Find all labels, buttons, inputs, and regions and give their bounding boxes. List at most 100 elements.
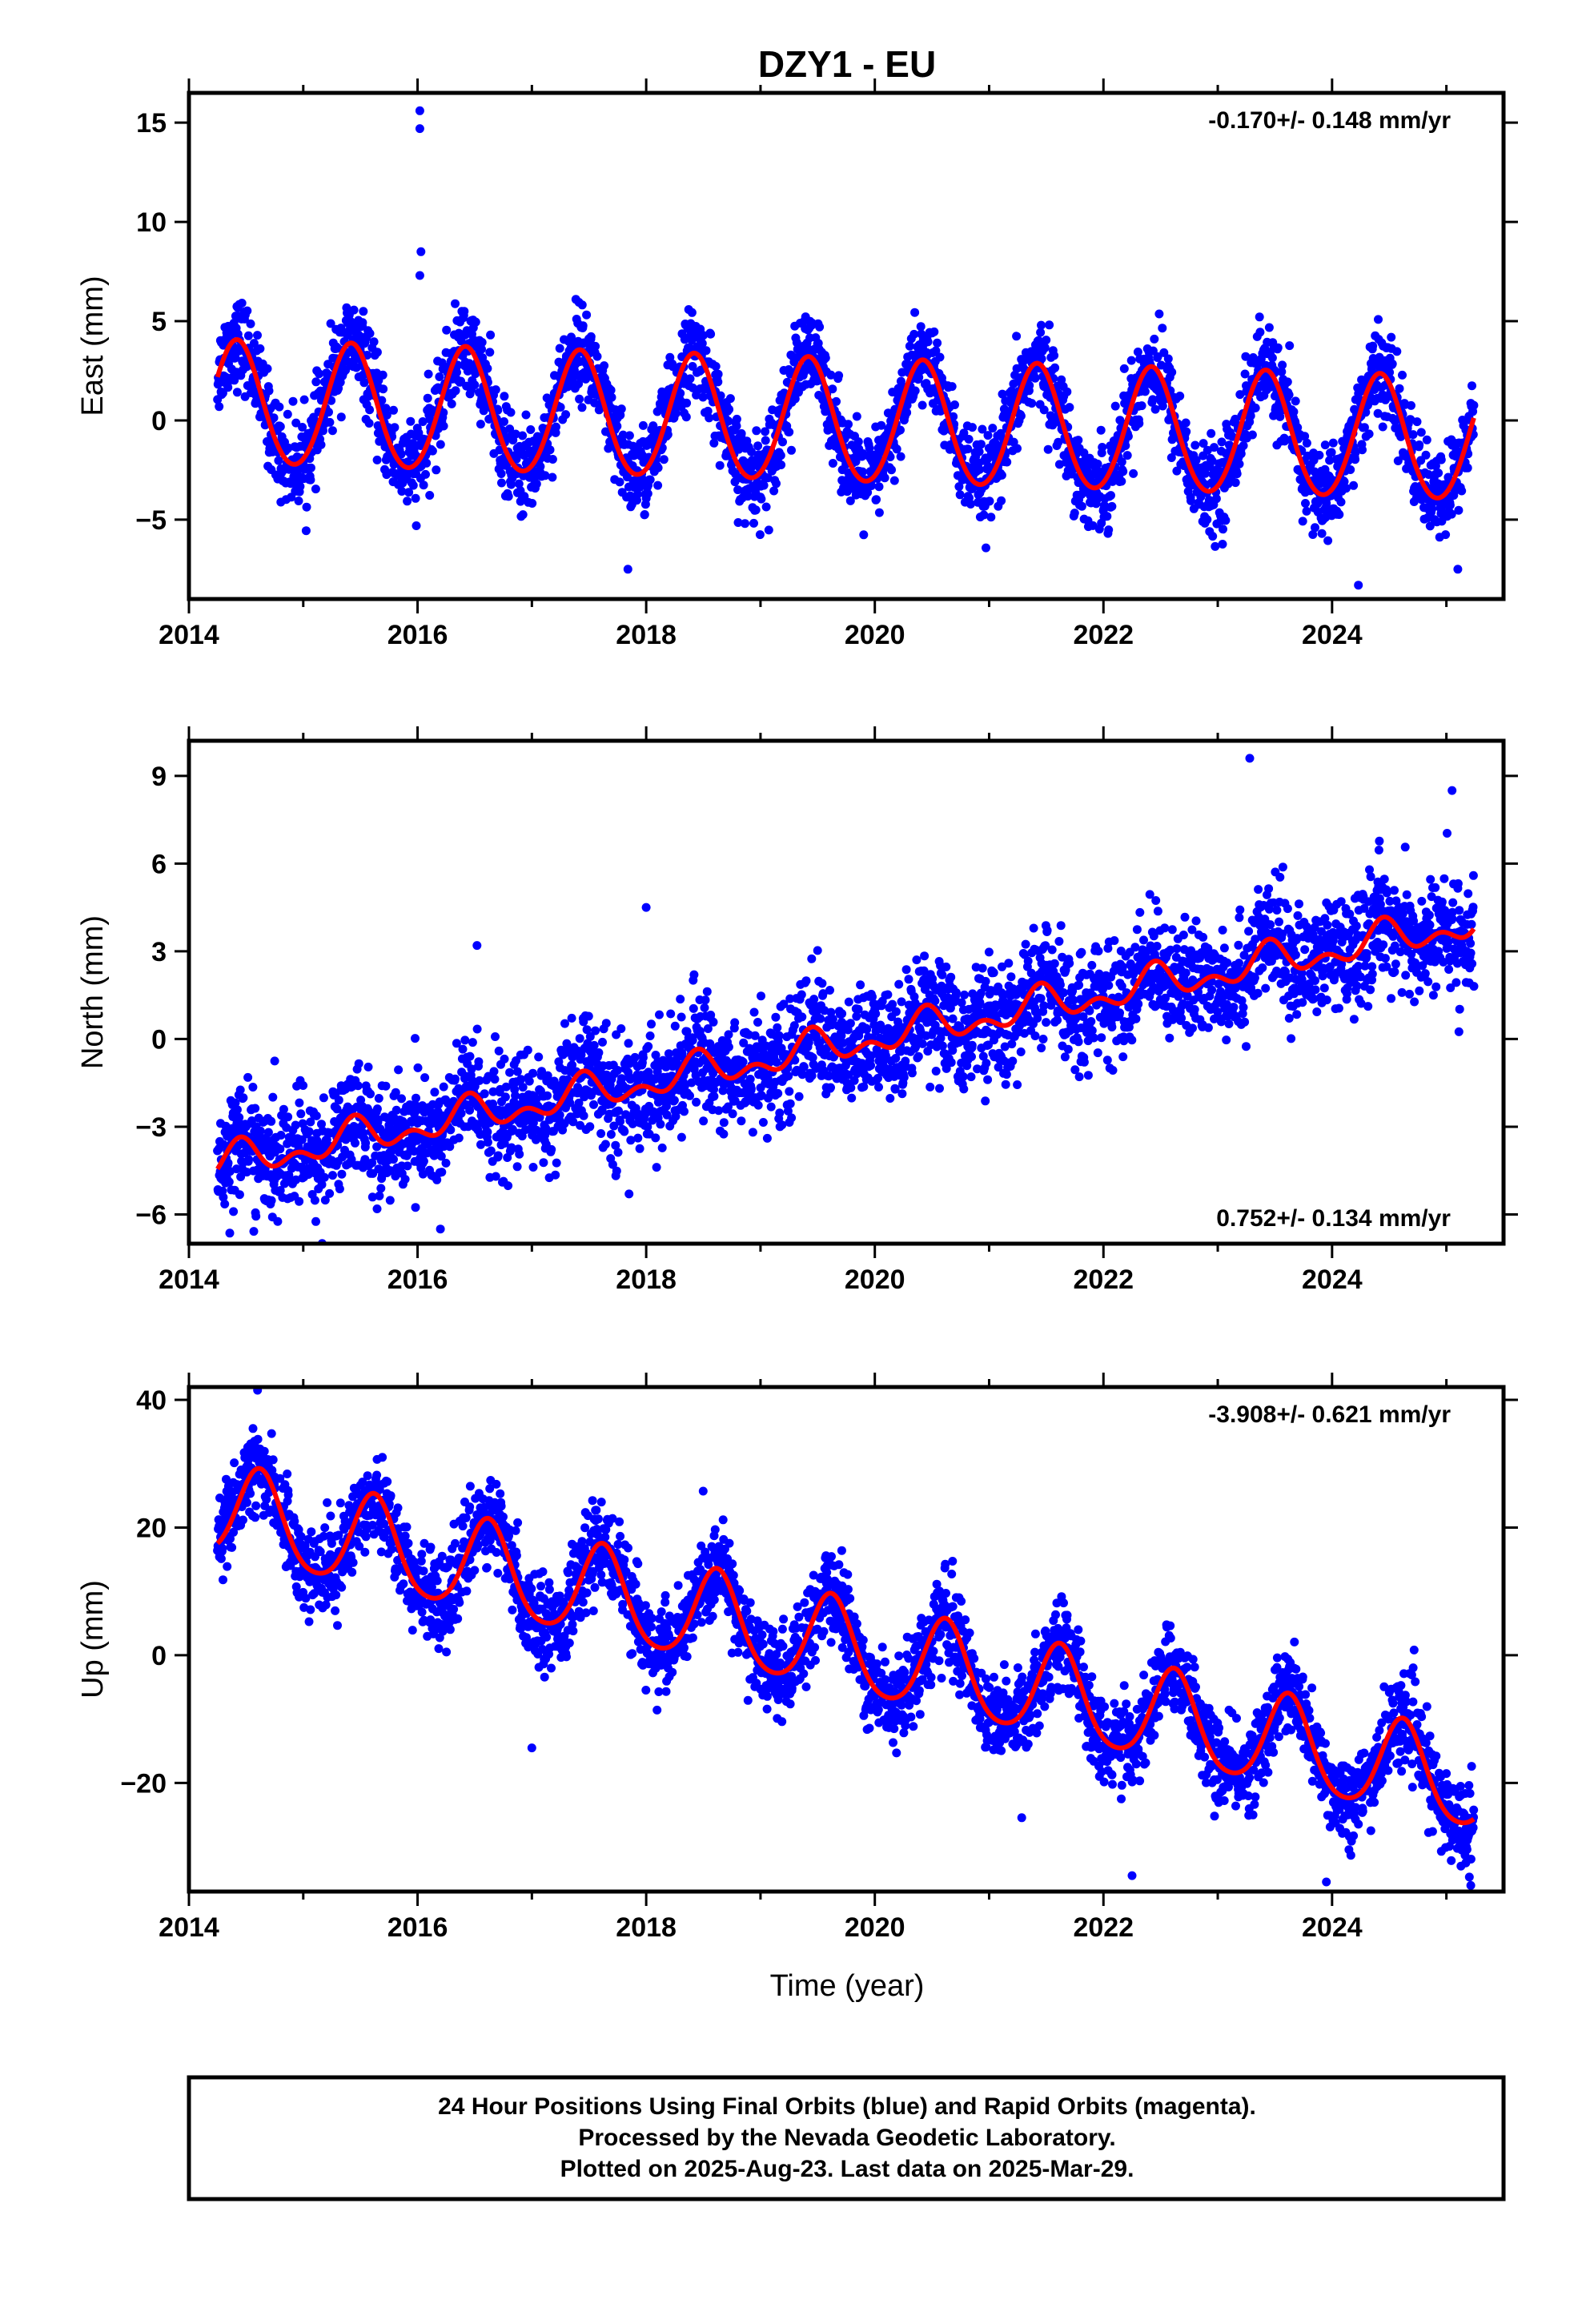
data-point xyxy=(651,1133,661,1143)
data-point xyxy=(714,1106,724,1116)
data-point xyxy=(1374,315,1383,324)
data-point xyxy=(1408,430,1418,440)
data-point xyxy=(713,377,723,387)
data-point xyxy=(1207,456,1217,465)
data-point xyxy=(777,460,786,469)
data-point xyxy=(826,370,836,380)
data-point xyxy=(966,500,975,509)
data-point xyxy=(1037,320,1046,330)
data-point xyxy=(633,1133,643,1143)
data-point xyxy=(1283,377,1292,387)
data-point xyxy=(483,364,492,373)
data-point xyxy=(423,393,432,403)
data-point xyxy=(749,518,758,528)
data-point xyxy=(518,510,528,520)
data-point xyxy=(279,1104,288,1114)
data-point xyxy=(1251,403,1260,412)
data-point xyxy=(753,441,763,451)
data-point xyxy=(253,331,262,340)
data-point xyxy=(985,497,994,506)
data-point xyxy=(709,1092,719,1101)
data-point xyxy=(295,1098,304,1108)
data-point xyxy=(964,435,974,444)
data-point xyxy=(902,400,912,410)
data-point xyxy=(592,352,602,361)
data-point xyxy=(359,378,369,388)
data-point xyxy=(624,1039,633,1048)
data-point xyxy=(716,391,725,400)
data-point xyxy=(978,424,987,434)
data-point xyxy=(486,330,496,340)
data-point xyxy=(414,428,424,437)
data-point xyxy=(263,1128,273,1137)
data-point xyxy=(237,299,247,308)
data-point xyxy=(643,489,652,498)
data-point xyxy=(1323,536,1333,545)
data-point xyxy=(460,1035,470,1045)
data-point xyxy=(730,1018,740,1027)
data-point xyxy=(1335,510,1344,519)
data-point xyxy=(852,412,861,421)
data-point xyxy=(439,408,448,417)
data-point xyxy=(1280,436,1289,446)
data-point xyxy=(430,1088,440,1097)
data-point xyxy=(442,325,452,335)
data-point xyxy=(1065,403,1074,412)
data-point xyxy=(759,480,769,490)
data-point xyxy=(706,329,716,339)
data-point xyxy=(1050,351,1059,360)
data-point xyxy=(518,431,528,440)
data-point xyxy=(1364,429,1374,439)
data-point xyxy=(797,990,806,999)
north-plot-area xyxy=(213,754,1479,1244)
data-point xyxy=(772,479,781,489)
data-point xyxy=(986,513,996,522)
data-point xyxy=(1300,432,1310,441)
data-point xyxy=(1395,384,1404,393)
data-point xyxy=(1346,465,1355,474)
data-point xyxy=(500,392,509,401)
data-point xyxy=(975,464,984,474)
data-point xyxy=(1264,323,1274,332)
y-tick-label: −5 xyxy=(135,505,167,536)
data-point xyxy=(412,1093,420,1103)
data-point xyxy=(296,1109,306,1119)
data-point xyxy=(1107,501,1117,511)
data-point xyxy=(1327,448,1336,457)
data-point xyxy=(1445,501,1455,510)
data-point xyxy=(235,1085,245,1095)
data-point xyxy=(412,521,421,530)
data-point xyxy=(526,425,536,434)
data-point xyxy=(845,496,855,505)
data-point xyxy=(1158,324,1167,333)
data-point xyxy=(288,396,298,406)
data-point xyxy=(295,481,305,491)
data-point xyxy=(477,344,486,354)
data-point xyxy=(500,417,508,426)
data-point xyxy=(762,1133,772,1143)
data-point xyxy=(311,1216,320,1226)
data-point xyxy=(512,1067,522,1076)
data-point xyxy=(452,368,461,377)
data-point xyxy=(225,1228,235,1238)
data-point xyxy=(422,458,432,468)
data-point xyxy=(1320,440,1330,450)
data-point xyxy=(889,476,899,485)
data-point xyxy=(1077,501,1086,511)
data-point xyxy=(381,1081,391,1091)
data-point xyxy=(1102,512,1112,521)
data-point xyxy=(524,1076,534,1086)
data-point xyxy=(741,519,749,529)
data-point xyxy=(1301,499,1310,508)
data-point xyxy=(381,404,391,413)
data-point xyxy=(1302,438,1311,448)
data-point xyxy=(680,1107,689,1116)
east-rate-label: -0.170+/- 0.148 mm/yr xyxy=(1208,107,1451,134)
data-point xyxy=(669,1096,679,1105)
data-point xyxy=(273,1216,283,1226)
data-point xyxy=(232,1105,242,1115)
outlier-point xyxy=(623,565,632,574)
data-point xyxy=(294,497,303,505)
data-point xyxy=(389,405,398,415)
